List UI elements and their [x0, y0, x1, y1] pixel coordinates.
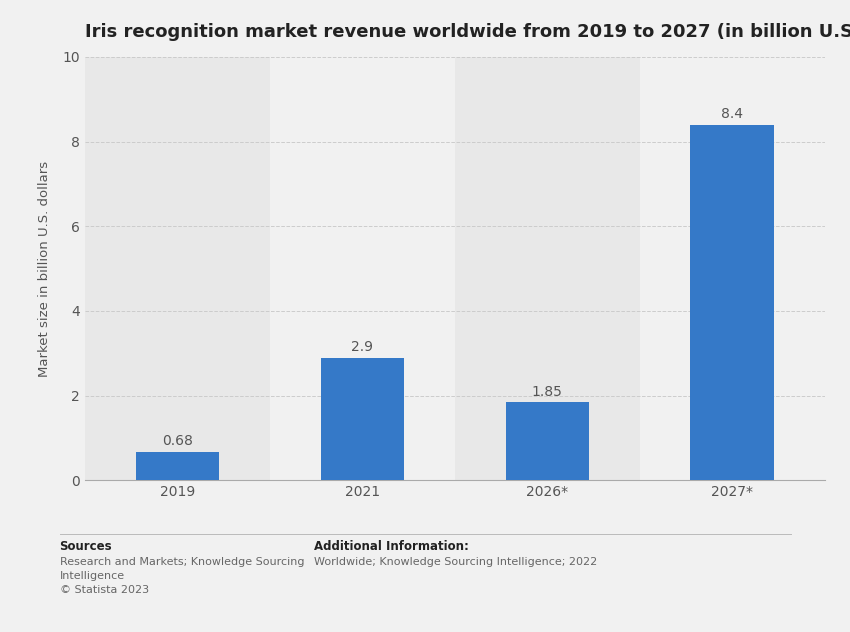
Text: 0.68: 0.68 [162, 434, 193, 448]
Text: 8.4: 8.4 [721, 107, 743, 121]
Text: Sources: Sources [60, 540, 112, 554]
Bar [320, 358, 404, 480]
Bar [85, 57, 269, 480]
Text: Additional Information:: Additional Information: [314, 540, 469, 554]
Text: Research and Markets; Knowledge Sourcing: Research and Markets; Knowledge Sourcing [60, 557, 304, 568]
Bar [690, 125, 774, 480]
Bar [269, 57, 455, 480]
Bar [639, 57, 824, 480]
Text: 2.9: 2.9 [351, 340, 373, 354]
Bar [506, 402, 589, 480]
Text: 1.85: 1.85 [532, 385, 563, 399]
Y-axis label: Market size in billion U.S. dollars: Market size in billion U.S. dollars [38, 161, 51, 377]
Bar [455, 57, 639, 480]
Bar [136, 451, 219, 480]
Text: Iris recognition market revenue worldwide from 2019 to 2027 (in billion U.S. dol: Iris recognition market revenue worldwid… [85, 23, 850, 42]
Text: © Statista 2023: © Statista 2023 [60, 585, 149, 595]
Text: Worldwide; Knowledge Sourcing Intelligence; 2022: Worldwide; Knowledge Sourcing Intelligen… [314, 557, 598, 568]
Text: Intelligence: Intelligence [60, 571, 125, 581]
